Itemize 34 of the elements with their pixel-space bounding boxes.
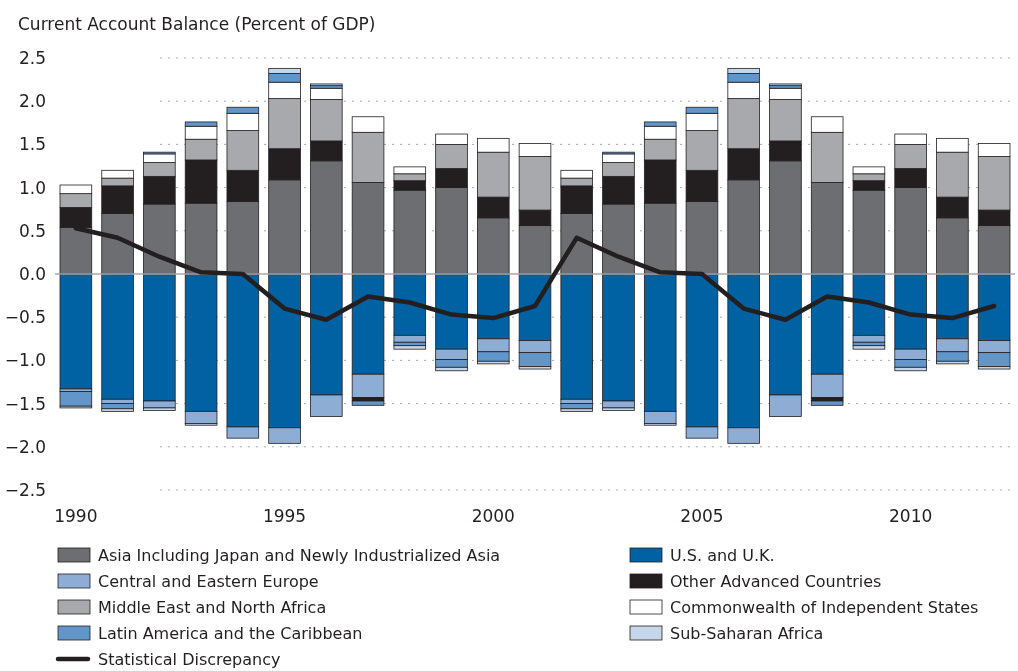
y-tick-label: 0.5 [18, 220, 46, 241]
x-tick-label: 2000 [471, 506, 515, 526]
x-tick-label: 1995 [262, 506, 307, 526]
legend-label: Other Advanced Countries [670, 571, 882, 591]
legend-label: U.S. and U.K. [670, 545, 775, 565]
legend-label: Commonwealth of Independent States [670, 597, 979, 617]
bar [810, 400, 844, 406]
bar [560, 273, 593, 400]
x-tick-label: 2010 [889, 506, 933, 526]
y-tick-label: −1.0 [4, 350, 46, 371]
bar [852, 345, 886, 350]
legend-label: Latin America and the Caribbean [98, 623, 363, 643]
bar [351, 400, 385, 406]
bar [393, 345, 427, 350]
y-tick-label: 0.0 [18, 263, 46, 284]
y-tick-label: 2.0 [18, 91, 46, 112]
x-tick-label: 2005 [680, 506, 724, 526]
y-tick-label: −1.5 [4, 393, 46, 414]
bar [59, 391, 93, 407]
y-tick-label: 1.0 [18, 177, 46, 198]
y-tick-label: −2.0 [4, 436, 46, 457]
legend-label: Central and Eastern Europe [98, 571, 319, 591]
bar [59, 273, 93, 390]
y-axis-title: Current Account Balance (Percent of GDP) [18, 14, 376, 34]
legend-label: Middle East and North Africa [98, 597, 327, 617]
legend-label: Sub-Saharan Africa [670, 623, 824, 643]
x-tick-label: 1990 [54, 506, 98, 526]
y-tick-label: −0.5 [4, 307, 46, 328]
y-tick-label: 1.5 [18, 134, 46, 155]
y-tick-label: −2.5 [4, 479, 46, 500]
legend-label: Statistical Discrepancy [98, 649, 281, 669]
bar [101, 273, 134, 400]
legend-label: Asia Including Japan and Newly Industrialized Asia [98, 545, 501, 565]
y-tick-label: 2.5 [18, 47, 46, 68]
